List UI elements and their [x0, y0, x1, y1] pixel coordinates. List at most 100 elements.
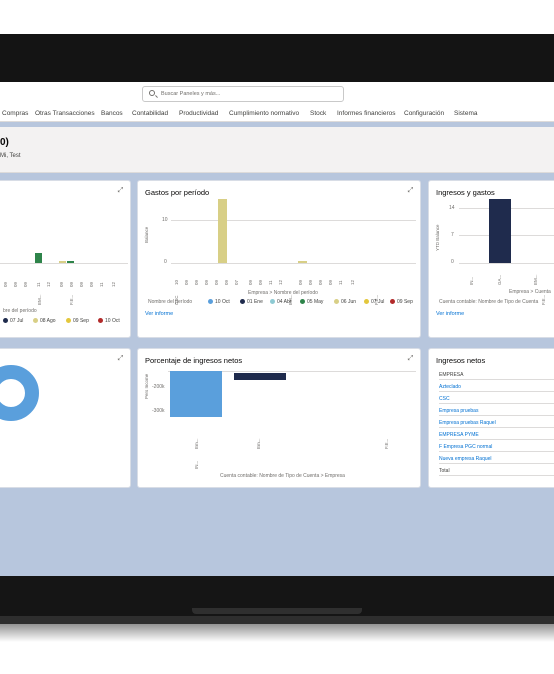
x-tick: 11	[99, 282, 104, 287]
x-tick: 10	[174, 279, 179, 285]
expand-icon[interactable]: ⤢	[407, 187, 414, 194]
bar-green-small	[67, 261, 74, 263]
x-axis-title: Empresa > Nombre del período	[248, 290, 318, 296]
x-tick: 09	[328, 279, 333, 285]
nav-bar: Compras Otras Transacciones Bancos Conta…	[0, 106, 554, 122]
search-input[interactable]: Buscar Paneles y más...	[142, 86, 344, 102]
page-subtitle: Mi, Test	[0, 153, 21, 159]
y-tick: 14	[449, 205, 455, 211]
x-tick: 09	[3, 281, 8, 287]
legend-item: 07 Jul	[364, 299, 384, 305]
zero-line	[168, 371, 416, 372]
x-tick: 11	[268, 280, 273, 285]
x-tick: 09	[308, 279, 313, 285]
bar-navy	[234, 373, 286, 380]
x-axis-title: bre del período	[3, 308, 37, 314]
x-tick: 07	[234, 279, 239, 285]
nav-item-stock[interactable]: Stock	[310, 110, 327, 117]
card-title: Ingresos y gastos	[436, 188, 495, 197]
expand-icon[interactable]: ⤢	[407, 355, 414, 362]
laptop-shadow	[0, 624, 554, 642]
x-tick: 09	[59, 281, 64, 287]
table-row[interactable]: F Empresa PGC normal	[439, 443, 554, 452]
table-row[interactable]: EMPRESA PYME	[439, 431, 554, 440]
nav-item-configuracion[interactable]: Configuración	[404, 110, 445, 117]
legend-item: 10 Oct	[208, 299, 230, 305]
x-category: F.E...	[69, 294, 74, 305]
nav-item-cumplimiento[interactable]: Cumplimiento normativo	[229, 110, 300, 117]
donut-chart	[0, 365, 39, 421]
table-total-row: Total	[439, 467, 554, 476]
legend-item: 01 Ene	[240, 299, 263, 305]
card-gastos-por-periodo: Gastos por período ⤢ Balance 10 0 10 09 …	[137, 180, 421, 338]
nav-item-compras[interactable]: Compras	[2, 110, 29, 117]
y-axis-label: Pers Income	[144, 373, 149, 399]
table-row[interactable]: Empresa pruebas Raquel	[439, 419, 554, 428]
x-tick: 12	[111, 281, 116, 287]
x-tick: 09	[298, 279, 303, 285]
bar-navy	[489, 199, 511, 263]
nav-item-contabilidad[interactable]: Contabilidad	[132, 110, 169, 117]
bar-khaki-small	[298, 261, 307, 263]
y-axis-label: Balance	[144, 226, 149, 243]
y-axis-label: YTD Balance	[435, 224, 440, 251]
x-tick: 09	[214, 279, 219, 285]
laptop-notch	[192, 608, 362, 614]
laptop-bezel-top	[0, 34, 554, 82]
x-tick: 09	[79, 281, 84, 287]
nav-item-informes[interactable]: Informes financieros	[337, 110, 396, 117]
view-report-link[interactable]: Ver informe	[436, 311, 465, 317]
card-title: Porcentaje de ingresos netos	[145, 356, 243, 365]
x-axis-title: Empresa > Cuenta	[509, 289, 551, 295]
nav-item-productividad[interactable]: Productividad	[179, 110, 219, 117]
page-header: 0) Mi, Test	[0, 127, 554, 173]
card-title: Ingresos netos	[436, 356, 486, 365]
x-tick: 09	[194, 279, 199, 285]
x-tick: 09	[13, 281, 18, 287]
x-tick: GA...	[497, 274, 502, 285]
y-tick: -300k	[152, 408, 165, 414]
view-report-link[interactable]: Ver informe	[145, 311, 174, 317]
legend-item: 07 Jul	[3, 318, 23, 324]
nav-item-bancos[interactable]: Bancos	[101, 110, 123, 117]
table-row[interactable]: CSC	[439, 395, 554, 404]
x-axis-line	[0, 263, 128, 264]
table-row[interactable]: Nueva empresa Raquel	[439, 455, 554, 464]
y-tick: 0	[451, 259, 454, 265]
gridline	[171, 220, 416, 221]
x-tick: 09	[89, 281, 94, 287]
x-category: F.E...	[541, 294, 546, 305]
table-header: EMPRESA	[439, 371, 554, 380]
y-tick: 10	[162, 217, 168, 223]
table-row[interactable]: Empresa pruebas	[439, 407, 554, 416]
card-title: Gastos por período	[145, 188, 210, 197]
x-tick: 09	[248, 279, 253, 285]
x-category: IN...	[194, 460, 199, 469]
expand-icon[interactable]: ⤢	[117, 187, 124, 194]
x-tick: 11	[36, 282, 41, 287]
x-category: EM...	[37, 294, 42, 305]
nav-item-sistema[interactable]: Sistema	[454, 110, 478, 117]
table-row[interactable]: Azteclado	[439, 383, 554, 392]
x-tick: F.E...	[384, 438, 389, 449]
y-tick: -200k	[152, 384, 165, 390]
card-ingresos-netos: Ingresos netos EMPRESA Azteclado CSC Emp…	[428, 348, 554, 488]
x-tick: 09	[258, 279, 263, 285]
x-tick: 11	[338, 280, 343, 285]
legend-title: Nombre del período	[148, 299, 193, 305]
bar-khaki	[218, 199, 227, 263]
card-porcentaje-ingresos-netos: Porcentaje de ingresos netos ⤢ Pers Inco…	[137, 348, 421, 488]
legend-item: 09 Sep	[390, 299, 413, 305]
x-tick: 09	[184, 279, 189, 285]
search-placeholder: Buscar Paneles y más...	[161, 91, 221, 97]
legend-item: 06 Jun	[334, 299, 356, 305]
legend-item: 08 Ago	[33, 318, 56, 324]
search-icon	[149, 90, 155, 96]
x-tick: 12	[350, 279, 355, 285]
page-title: 0)	[0, 137, 9, 148]
bar-blue	[170, 371, 222, 417]
card-ingresos-y-gastos: Ingresos y gastos YTD Balance 14 7 0 IN.…	[428, 180, 554, 338]
nav-item-otras-transacciones[interactable]: Otras Transacciones	[35, 110, 95, 117]
x-axis-title: Cuenta contable: Nombre de Tipo de Cuent…	[220, 473, 345, 479]
expand-icon[interactable]: ⤢	[117, 355, 124, 362]
